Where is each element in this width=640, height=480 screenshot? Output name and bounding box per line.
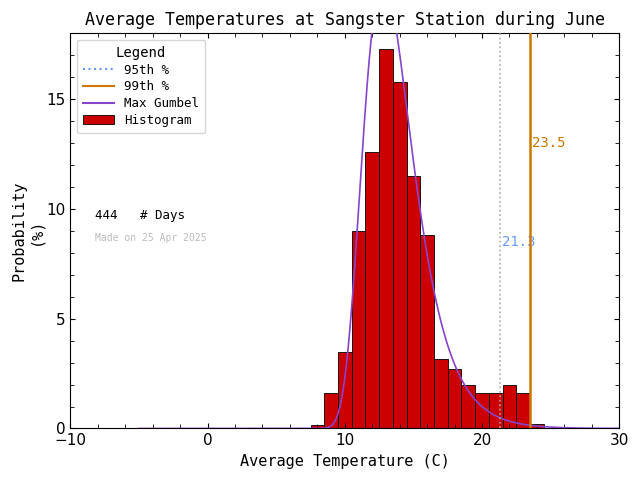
Bar — [489, 393, 502, 429]
Bar — [516, 393, 530, 429]
Bar — [324, 393, 338, 429]
Bar — [338, 352, 351, 429]
Bar — [393, 82, 406, 429]
Bar — [365, 152, 379, 429]
X-axis label: Average Temperature (C): Average Temperature (C) — [240, 454, 450, 469]
Bar — [310, 424, 324, 429]
Bar — [434, 360, 448, 429]
Text: 21.3: 21.3 — [502, 235, 536, 249]
Bar — [461, 384, 475, 429]
Legend: 95th %, 99th %, Max Gumbel, Histogram: 95th %, 99th %, Max Gumbel, Histogram — [77, 40, 205, 133]
Text: Made on 25 Apr 2025: Made on 25 Apr 2025 — [95, 233, 207, 243]
Text: 23.5: 23.5 — [532, 136, 566, 150]
Text: 444   # Days: 444 # Days — [95, 209, 185, 222]
Bar — [406, 176, 420, 429]
Bar — [379, 49, 393, 429]
Bar — [502, 384, 516, 429]
Bar — [420, 235, 434, 429]
Bar — [475, 393, 489, 429]
Bar — [530, 424, 544, 429]
Bar — [448, 369, 461, 429]
Y-axis label: Probability
(%): Probability (%) — [11, 181, 44, 281]
Bar — [351, 231, 365, 429]
Title: Average Temperatures at Sangster Station during June: Average Temperatures at Sangster Station… — [85, 11, 605, 29]
